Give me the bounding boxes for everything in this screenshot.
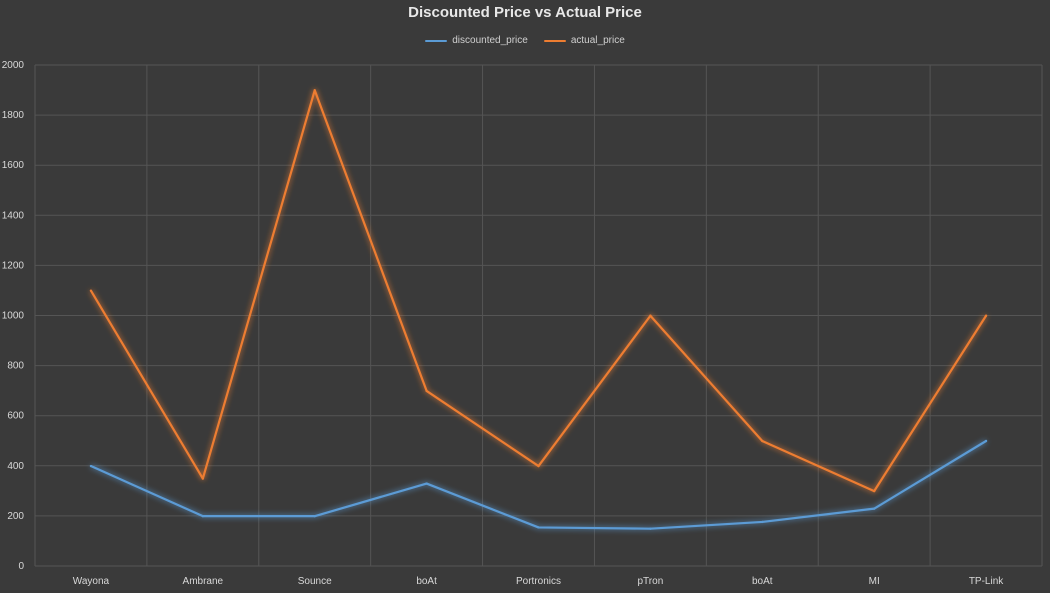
y-tick-label: 1000 xyxy=(2,311,25,322)
data-point-discounted-price xyxy=(201,514,205,518)
y-tick-label: 600 xyxy=(7,411,24,422)
data-point-actual-price xyxy=(872,489,876,493)
y-tick-label: 1800 xyxy=(2,110,25,121)
legend-item-actual-price: actual_price xyxy=(543,35,625,46)
data-point-actual-price xyxy=(425,389,428,393)
legend-label-discounted-price: discounted_price xyxy=(452,35,528,46)
data-point-actual-price xyxy=(201,477,205,480)
chart-title: Discounted Price vs Actual Price xyxy=(408,4,642,21)
y-tick-label: 0 xyxy=(18,561,24,572)
legend-swatch-actual-price xyxy=(543,39,566,42)
series-line-actual-price xyxy=(89,89,987,493)
chart-legend: discounted_price actual_price xyxy=(0,35,1050,46)
x-tick-label: Ambrane xyxy=(183,576,224,587)
data-point-discounted-price xyxy=(872,507,876,510)
data-point-discounted-price xyxy=(537,526,540,529)
data-point-discounted-price xyxy=(89,464,93,468)
data-point-discounted-price xyxy=(984,439,988,443)
x-tick-label: Wayona xyxy=(73,576,110,587)
y-tick-label: 1400 xyxy=(2,210,25,221)
legend-item-discounted-price: discounted_price xyxy=(425,35,528,46)
x-tick-label: pTron xyxy=(638,576,664,587)
y-tick-label: 400 xyxy=(7,461,24,472)
legend-swatch-discounted-price xyxy=(425,39,448,42)
legend-label-actual-price: actual_price xyxy=(570,35,625,46)
y-tick-label: 2000 xyxy=(2,60,25,71)
data-point-discounted-price xyxy=(425,482,428,485)
data-point-actual-price xyxy=(761,439,764,443)
data-point-actual-price xyxy=(537,464,540,468)
data-point-actual-price xyxy=(984,314,988,317)
x-tick-label: boAt xyxy=(416,576,437,587)
data-point-actual-price xyxy=(313,89,316,92)
data-point-discounted-price xyxy=(649,527,652,530)
x-tick-label: MI xyxy=(869,576,880,587)
y-tick-label: 1600 xyxy=(2,160,25,171)
gridlines xyxy=(34,64,1043,567)
data-point-discounted-price xyxy=(313,514,316,518)
y-tick-label: 1200 xyxy=(2,260,25,271)
x-tick-label: TP-Link xyxy=(969,576,1004,587)
data-point-discounted-price xyxy=(761,520,764,524)
x-tick-label: Sounce xyxy=(298,576,332,587)
x-tick-label: Portronics xyxy=(516,576,561,587)
y-tick-label: 800 xyxy=(7,361,24,372)
y-tick-label: 200 xyxy=(7,511,24,522)
data-point-actual-price xyxy=(649,314,652,317)
x-tick-label: boAt xyxy=(752,576,773,587)
data-point-actual-price xyxy=(89,289,93,292)
